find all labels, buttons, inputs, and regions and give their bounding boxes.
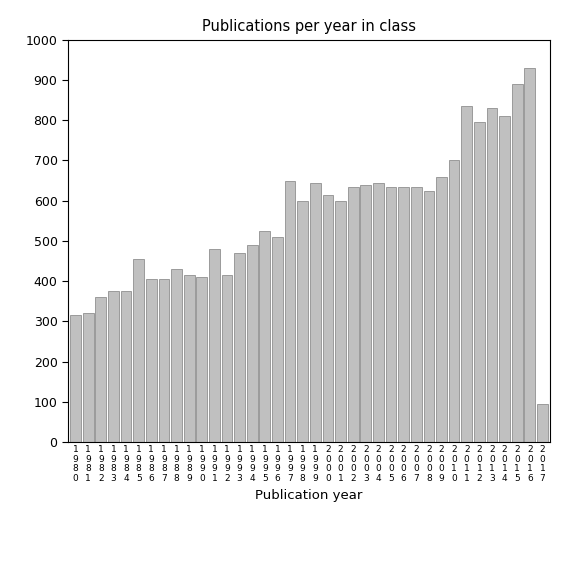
Bar [335, 201, 346, 442]
Bar [272, 237, 283, 442]
Bar [398, 187, 409, 442]
Bar [83, 314, 94, 442]
Bar [310, 183, 321, 442]
Bar [323, 194, 333, 442]
Bar [159, 279, 170, 442]
Title: Publications per year in class: Publications per year in class [202, 19, 416, 35]
X-axis label: Publication year: Publication year [255, 489, 363, 502]
Bar [133, 259, 144, 442]
Bar [486, 108, 497, 442]
Bar [499, 116, 510, 442]
Bar [373, 183, 384, 442]
Bar [196, 277, 207, 442]
Bar [285, 181, 295, 442]
Bar [462, 106, 472, 442]
Bar [247, 245, 257, 442]
Bar [184, 275, 194, 442]
Bar [474, 122, 485, 442]
Bar [222, 275, 232, 442]
Bar [108, 291, 119, 442]
Bar [424, 191, 434, 442]
Bar [361, 185, 371, 442]
Bar [260, 231, 270, 442]
Bar [348, 187, 358, 442]
Bar [121, 291, 132, 442]
Bar [234, 253, 245, 442]
Bar [297, 201, 308, 442]
Bar [524, 68, 535, 442]
Bar [512, 84, 523, 442]
Bar [537, 404, 548, 442]
Bar [209, 249, 220, 442]
Bar [95, 297, 106, 442]
Bar [70, 315, 81, 442]
Bar [386, 187, 396, 442]
Bar [411, 187, 422, 442]
Bar [436, 176, 447, 442]
Bar [146, 279, 156, 442]
Bar [171, 269, 182, 442]
Bar [448, 160, 459, 442]
